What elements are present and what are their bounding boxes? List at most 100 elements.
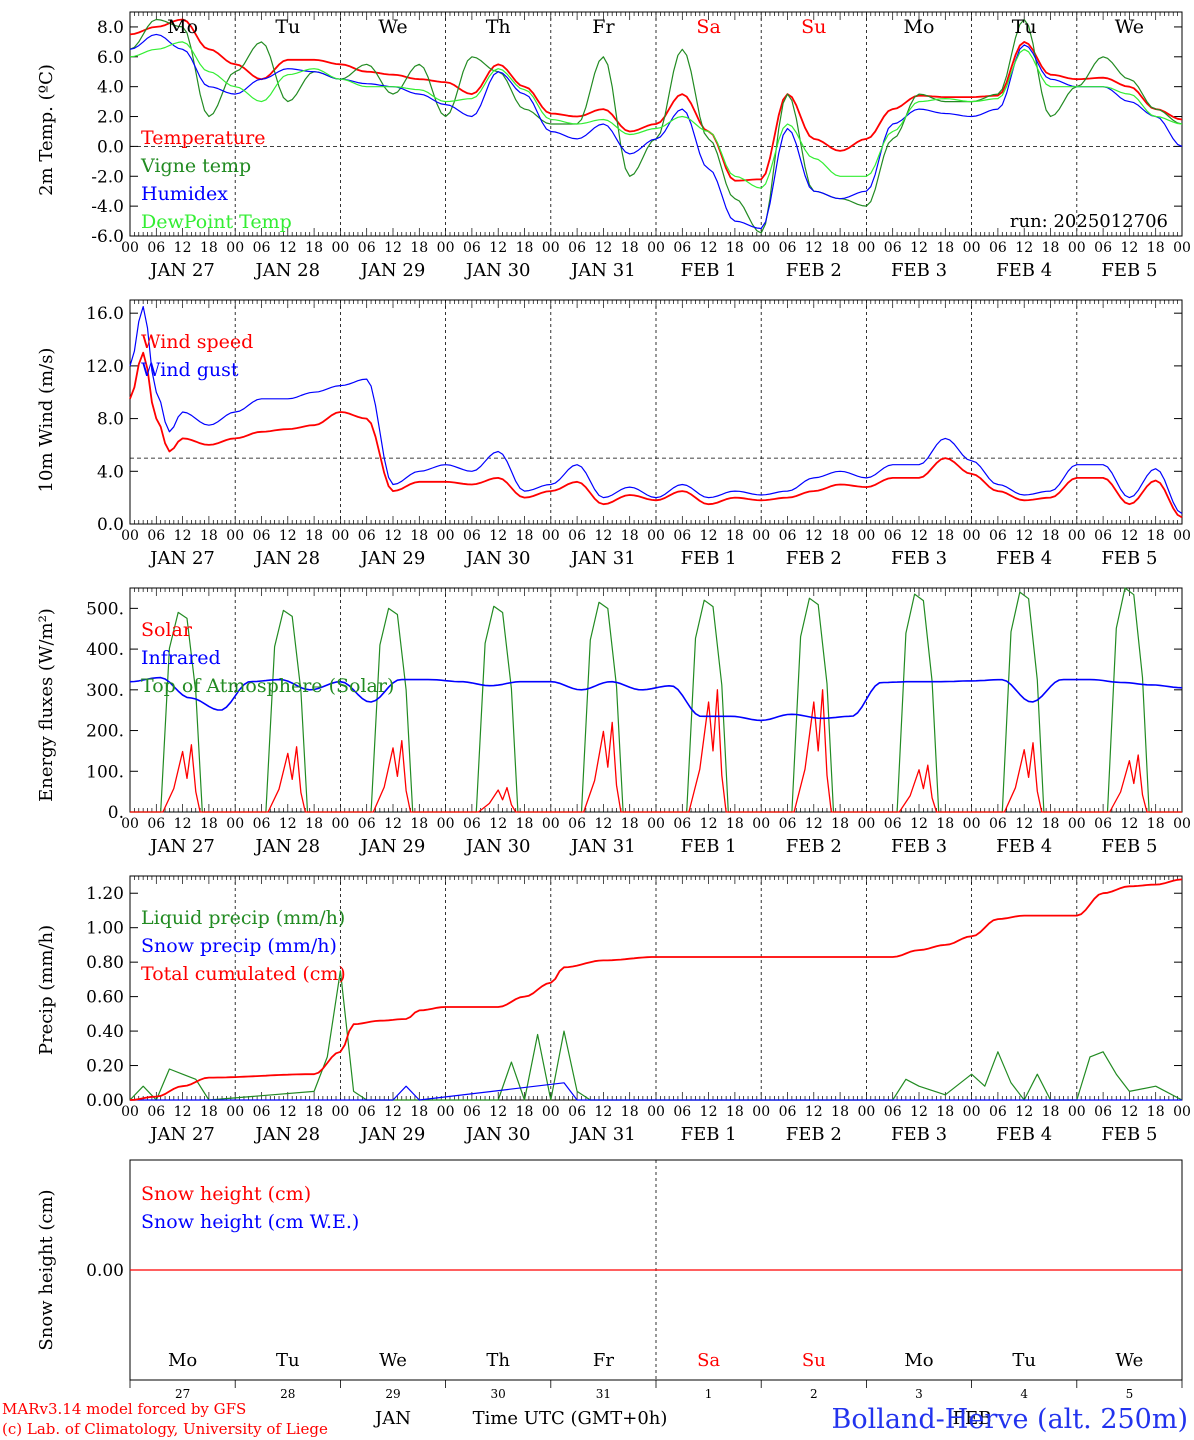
hour-label: 12 [489,240,507,256]
hour-label: 12 [1015,528,1033,544]
day-name: We [1115,16,1144,38]
wind-legend-entry: Wind speed [141,331,253,353]
hour-label: 18 [516,1104,534,1120]
day-name: We [379,1350,407,1371]
dewpoint-line [129,41,1183,189]
hour-label: 12 [1120,816,1138,832]
hour-label: 00 [647,528,665,544]
hour-label: 12 [1015,816,1033,832]
snow-precip-line [130,1082,1182,1101]
y-tick-label: 4.0 [97,462,124,482]
temperature-legend-entry: Temperature [141,127,265,149]
energy-legend-entry: Top of Atmosphere (Solar) [141,675,394,697]
hour-label: 00 [437,528,455,544]
hour-label: 00 [752,528,770,544]
hour-label: 06 [1094,528,1112,544]
wind-panel: 10m Wind (m/s) 00 06 12 18 00 06 12 18 00 06 12 18 0… [36,299,1191,569]
date-label: FEB 1 [681,836,737,857]
hour-label: 06 [253,816,271,832]
hour-label: 12 [174,528,192,544]
hour-label: 18 [936,816,954,832]
day-number: 28 [280,1387,295,1401]
y-tick-label: 300. [86,681,124,701]
y-tick-label: 500. [86,599,124,619]
date-label: JAN 30 [464,836,531,857]
date-label: JAN 27 [148,260,215,281]
day-name: Tu [1012,16,1037,38]
plot-frame [129,299,1183,525]
date-label: FEB 4 [996,836,1052,857]
hour-label: 06 [989,816,1007,832]
date-label: FEB 1 [681,1124,737,1145]
date-label: FEB 3 [891,260,947,281]
hour-label: 12 [1120,240,1138,256]
hour-label: 06 [147,528,165,544]
total-cumulated-line [129,878,1183,1101]
temperature-line [129,18,1183,182]
hour-label: 00 [963,1104,981,1120]
hour-label: 12 [1120,528,1138,544]
hour-label: 18 [936,528,954,544]
day-number: 27 [175,1387,190,1401]
humidex-line [129,33,1183,230]
date-label: FEB 3 [891,1124,947,1145]
hour-label: 18 [726,816,744,832]
hour-label: 18 [516,816,534,832]
hour-label: 12 [910,528,928,544]
hour-label: 00 [1068,1104,1086,1120]
snow-ylabel: Snow height (cm) [36,1189,57,1350]
hour-label: 18 [410,240,428,256]
hour-label: 18 [305,240,323,256]
hour-label: 06 [568,1104,586,1120]
hour-label: 00 [542,240,560,256]
date-label: FEB 4 [996,1124,1052,1145]
hour-label: 12 [700,528,718,544]
day-name: Tu [276,1350,300,1371]
hour-label: 18 [936,240,954,256]
date-label: JAN 29 [359,548,426,569]
date-label: JAN 31 [569,260,636,281]
hour-label: 12 [700,816,718,832]
month-jan: JAN [373,1408,411,1429]
date-label: JAN 27 [148,836,215,857]
y-tick-label: -6.0 [91,227,124,247]
date-label: FEB 5 [1101,836,1157,857]
hour-label: 18 [621,240,639,256]
model-credit: MARv3.14 model forced by GFS [2,1400,246,1418]
hour-label: 06 [568,240,586,256]
hour-label: 18 [726,1104,744,1120]
hour-label: 18 [1042,528,1060,544]
y-tick-label: 0.60 [86,988,124,1008]
hour-label: 00 [121,240,139,256]
day-name: Mo [168,1350,197,1371]
hour-label: 06 [147,240,165,256]
date-label: FEB 2 [786,1124,842,1145]
hour-label: 00 [437,1104,455,1120]
date-label: JAN 31 [569,836,636,857]
date-label: FEB 2 [786,260,842,281]
date-label: JAN 29 [359,836,426,857]
hour-label: 06 [884,816,902,832]
y-tick-label: 2.0 [97,108,124,128]
y-tick-label: 0.0 [97,515,124,535]
hour-label: 18 [1147,816,1165,832]
hour-label: 06 [1094,1104,1112,1120]
hour-label: 00 [752,1104,770,1120]
day-name: We [378,16,407,38]
hour-label: 12 [279,240,297,256]
hour-label: 12 [1015,1104,1033,1120]
wind-gust-line [129,306,1183,514]
precip-panel: Precip (mm/h) 00 06 12 18 00 06 12 18 00 06 12 18 00… [36,875,1191,1145]
x-axis-title: Time UTC (GMT+0h) [473,1408,668,1429]
hour-label: 00 [1173,816,1191,832]
precip-ylabel: Precip (mm/h) [36,925,57,1055]
hour-label: 00 [857,528,875,544]
hour-label: 00 [1173,528,1191,544]
hour-label: 12 [174,816,192,832]
hour-label: 06 [673,240,691,256]
hour-label: 12 [384,1104,402,1120]
hour-label: 12 [700,240,718,256]
y-tick-label: 400. [86,640,124,660]
hour-label: 12 [174,1104,192,1120]
precip-legend-entry: Snow precip (mm/h) [141,935,337,957]
